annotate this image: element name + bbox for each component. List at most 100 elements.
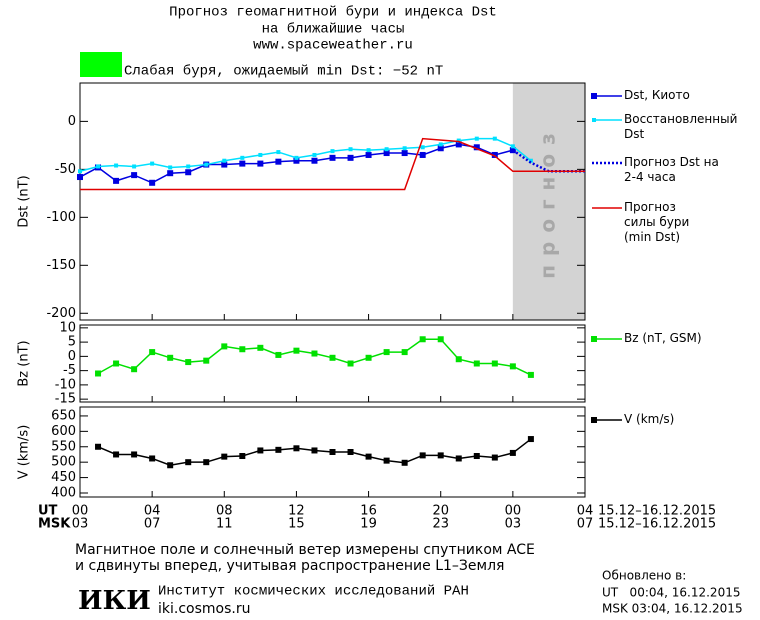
y-tick-label: 600	[51, 424, 76, 439]
marker	[150, 161, 155, 166]
legend-marker	[591, 93, 597, 99]
x-tick-label: 04	[577, 504, 594, 519]
marker	[185, 459, 192, 466]
legend-entry: Восстановленный Dst	[624, 112, 738, 141]
marker	[131, 366, 138, 373]
marker	[167, 462, 174, 469]
marker	[221, 161, 228, 168]
y-axis-label: Dst (nT)	[17, 175, 32, 227]
marker	[329, 449, 336, 455]
x-tick-label-msk: 07	[144, 517, 161, 532]
marker	[149, 349, 156, 356]
marker	[383, 457, 390, 464]
marker	[401, 459, 408, 466]
marker	[330, 149, 335, 154]
forecast-shade	[512, 83, 585, 320]
x-tick-label: 00	[72, 504, 89, 519]
marker	[510, 144, 515, 149]
marker	[131, 172, 138, 179]
marker	[528, 158, 533, 163]
y-tick-label: 10	[59, 320, 76, 335]
legend-entry: V (km/s)	[624, 412, 675, 426]
marker	[419, 336, 426, 343]
site: iki.cosmos.ru	[158, 601, 250, 617]
marker	[383, 150, 390, 157]
x-tick-label-msk: 07	[577, 517, 594, 532]
legend-marker	[591, 336, 597, 342]
legend-marker	[592, 118, 596, 122]
marker	[77, 174, 83, 181]
y-tick-label: 0	[68, 349, 76, 364]
marker	[419, 452, 426, 459]
marker	[365, 354, 372, 361]
marker	[221, 453, 228, 460]
x-tick-label: 04	[144, 504, 161, 519]
marker	[132, 164, 137, 169]
y-tick-label: -50	[55, 162, 76, 177]
y-axis-label: Bz (nT)	[17, 340, 32, 386]
marker	[240, 155, 245, 160]
marker	[149, 455, 156, 462]
marker	[401, 150, 408, 157]
y-tick-label: 500	[51, 455, 76, 470]
marker	[258, 152, 263, 157]
marker	[329, 154, 336, 161]
ut-label: UT	[38, 504, 58, 519]
marker	[491, 151, 498, 158]
marker	[239, 160, 246, 167]
marker	[257, 344, 264, 351]
marker	[329, 354, 336, 361]
marker	[293, 157, 300, 164]
marker	[492, 136, 497, 141]
marker	[420, 145, 425, 150]
marker	[437, 452, 444, 459]
marker	[401, 349, 408, 356]
marker	[113, 451, 120, 458]
marker	[168, 165, 173, 170]
y-tick-label: 550	[51, 439, 76, 454]
x-tick-label-msk: 03	[505, 517, 522, 532]
marker	[347, 360, 354, 367]
plot-frame	[79, 324, 586, 403]
legend-entry: Dst, Киото	[624, 88, 690, 102]
y-tick-label: 5	[68, 335, 76, 350]
marker	[366, 148, 371, 153]
marker	[275, 446, 282, 453]
legend-entry: Прогноз силы бури (min Dst)	[624, 200, 690, 244]
y-tick-label: 0	[68, 114, 76, 129]
marker	[294, 155, 299, 160]
y-tick-label: 400	[51, 485, 76, 500]
marker	[239, 453, 246, 460]
marker	[275, 158, 282, 165]
marker	[455, 455, 462, 462]
marker	[149, 179, 156, 186]
marker	[167, 170, 174, 177]
updated-msk: MSK 03:04, 16.12.2015	[602, 602, 743, 616]
marker	[113, 360, 120, 367]
marker	[276, 150, 281, 155]
plot-frame	[79, 82, 586, 321]
note: Магнитное поле и солнечный ветер измерен…	[75, 542, 535, 558]
marker	[474, 136, 479, 141]
x-tick-label: 20	[432, 504, 449, 519]
marker	[221, 343, 228, 350]
marker	[275, 351, 282, 358]
marker	[527, 371, 534, 378]
marker	[437, 145, 444, 152]
marker	[311, 350, 318, 357]
marker	[437, 336, 444, 343]
marker	[438, 142, 443, 147]
marker	[527, 436, 534, 443]
marker	[239, 346, 246, 353]
series-line	[80, 137, 585, 191]
x-tick-label-msk: 23	[432, 517, 449, 532]
y-tick-label: -5	[63, 363, 76, 378]
note: и сдвинуты вперед, учитывая распростране…	[75, 558, 504, 574]
marker	[96, 164, 101, 169]
marker	[365, 453, 372, 460]
marker	[491, 454, 498, 461]
marker	[185, 359, 192, 366]
x-tick-label-msk: 15	[288, 517, 305, 532]
updated-ut: UT 00:04, 16.12.2015	[602, 586, 740, 600]
